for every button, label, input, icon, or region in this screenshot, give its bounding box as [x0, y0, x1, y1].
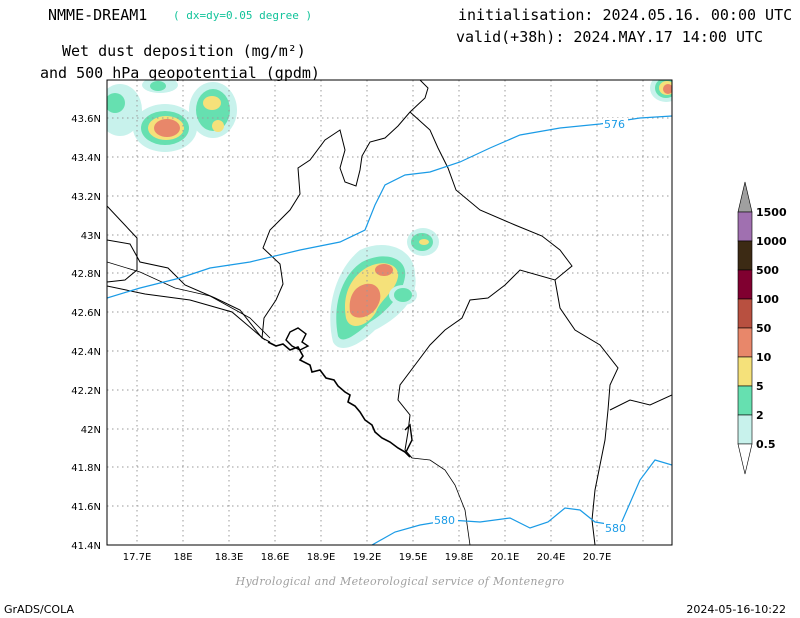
legend-level: 2: [756, 409, 764, 422]
lon-label: 19.5E: [399, 552, 428, 563]
lon-label: 19.8E: [445, 552, 474, 563]
lat-label: 42.4N: [71, 347, 101, 358]
lon-label: 18E: [173, 552, 192, 563]
model-name: NMME-DREAM1: [48, 6, 148, 24]
lon-label: 18.6E: [261, 552, 290, 563]
legend-swatch: [737, 356, 753, 387]
resolution-note: ( dx=dy=0.05 degree ): [173, 9, 313, 22]
initialisation-time: initialisation: 2024.05.16. 00:00 UTC: [458, 6, 793, 24]
borders: [107, 80, 672, 545]
legend-swatch: [737, 211, 753, 242]
lat-label: 42.2N: [71, 386, 101, 397]
legend-level: 10: [756, 351, 772, 364]
legend-level: 500: [756, 264, 779, 277]
lat-label: 41.4N: [71, 541, 101, 552]
lat-label: 42.8N: [71, 269, 101, 280]
lon-label: 18.9E: [307, 552, 336, 563]
lat-label: 43.2N: [71, 192, 101, 203]
lon-label: 19.2E: [353, 552, 382, 563]
lat-label: 43.6N: [71, 114, 101, 125]
map-frame: [106, 79, 673, 546]
legend-level: 1000: [756, 235, 787, 248]
lat-label: 42.6N: [71, 308, 101, 319]
legend-level: 5: [756, 380, 764, 393]
valid-time: valid(+38h): 2024.MAY.17 14:00 UTC: [456, 28, 764, 46]
legend-swatch: [737, 327, 753, 358]
lat-label: 43N: [81, 231, 101, 242]
legend-level: 100: [756, 293, 779, 306]
map-title-line2: and 500 hPa geopotential (gpdm): [40, 64, 320, 82]
lat-label: 41.6N: [71, 502, 101, 513]
legend-bottom-arrow: [737, 443, 753, 475]
color-legend: [737, 181, 753, 475]
legend-swatch: [737, 298, 753, 329]
lon-label: 20.7E: [583, 552, 612, 563]
legend-swatch: [737, 240, 753, 271]
lat-label: 41.8N: [71, 463, 101, 474]
contour-label-576: 576: [604, 118, 625, 131]
lat-label: 43.4N: [71, 153, 101, 164]
contour-label-580-b: 580: [605, 522, 626, 535]
legend-top-arrow: [737, 181, 753, 213]
contour-label-580-a: 580: [434, 514, 455, 527]
legend-swatch: [737, 414, 753, 445]
map-title-line1: Wet dust deposition (mg/m²): [62, 42, 306, 60]
legend-level: 50: [756, 322, 772, 335]
lon-label: 18.3E: [215, 552, 244, 563]
credit-line: Hydrological and Meteorological service …: [235, 575, 565, 588]
legend-level: 0.5: [756, 438, 776, 451]
dust-deposition-field: [107, 80, 672, 349]
legend-level: 1500: [756, 206, 787, 219]
lat-label: 42N: [81, 425, 101, 436]
software-credit: GrADS/COLA: [4, 603, 74, 616]
geopotential-contours: [107, 115, 672, 545]
legend-swatch: [737, 269, 753, 300]
lon-label: 20.1E: [491, 552, 520, 563]
legend-swatch: [737, 385, 753, 416]
graticule: [107, 80, 672, 545]
render-timestamp: 2024-05-16-10:22: [686, 603, 786, 616]
lon-label: 17.7E: [123, 552, 152, 563]
lon-label: 20.4E: [537, 552, 566, 563]
